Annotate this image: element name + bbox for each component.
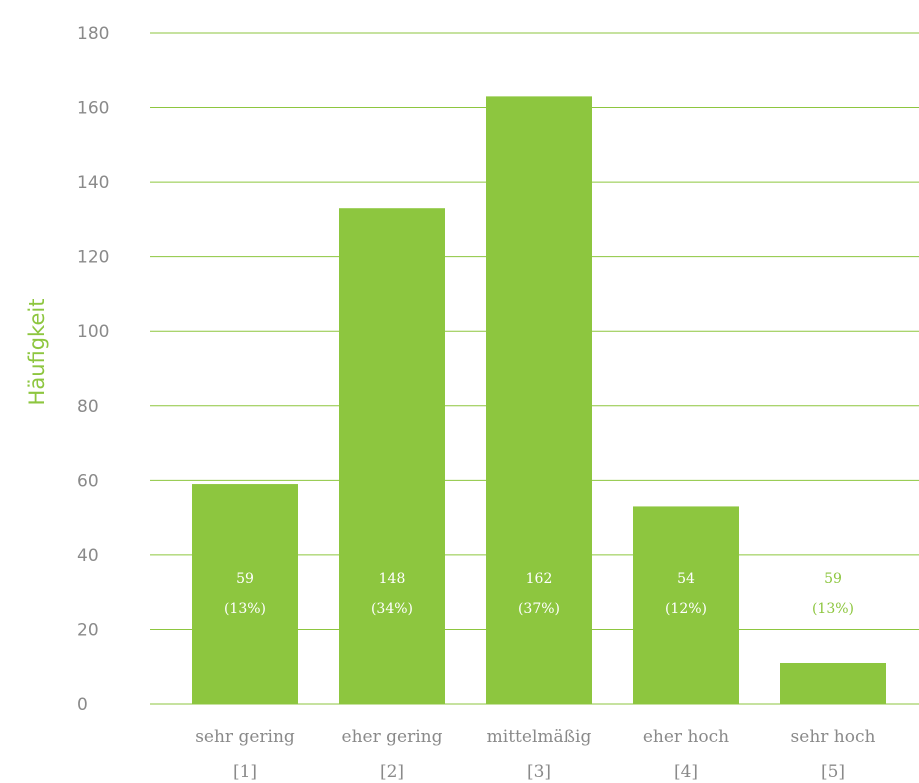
bar <box>339 208 445 704</box>
data-label-count: 54 <box>677 571 695 587</box>
y-tick-label: 180 <box>77 24 109 44</box>
data-label-percent: (37%) <box>518 601 560 617</box>
data-label-count: 59 <box>236 571 254 587</box>
x-axis-categories: sehr gering [1] eher gering [2] mittelmäßig [… <box>195 727 875 782</box>
y-tick-label: 20 <box>77 620 99 640</box>
x-category-code: [2] <box>380 762 404 782</box>
y-tick-label: 60 <box>77 471 99 491</box>
x-category-label: eher gering <box>342 727 443 747</box>
x-category-label: mittelmäßig <box>487 727 592 747</box>
y-tick-label: 100 <box>77 322 109 342</box>
x-category-code: [5] <box>821 762 845 782</box>
bar <box>780 662 886 704</box>
data-label-percent: (13%) <box>812 601 854 617</box>
y-tick-label: 160 <box>77 99 109 119</box>
y-axis-ticks: 0 20 40 60 80 100 120 140 160 180 <box>77 24 109 715</box>
y-tick-label: 140 <box>77 173 109 193</box>
y-tick-label: 120 <box>77 248 109 268</box>
x-category-label: sehr gering <box>195 727 295 747</box>
y-tick-label: 80 <box>77 397 99 417</box>
data-label-percent: (34%) <box>371 601 413 617</box>
y-tick-label: 40 <box>77 546 99 566</box>
bar <box>633 506 739 704</box>
data-label-percent: (12%) <box>665 601 707 617</box>
x-category-code: [1] <box>233 762 257 782</box>
data-labels: 59 (13%) 148 (34%) 162 (37%) 54 (12%) 59 (13%) <box>224 571 854 617</box>
bars <box>192 96 886 705</box>
y-tick-label: 0 <box>77 695 88 715</box>
x-category-label: sehr hoch <box>791 727 876 747</box>
x-category-code: [4] <box>674 762 698 782</box>
bar <box>192 484 298 704</box>
data-label-count: 59 <box>824 571 842 587</box>
x-category-code: [3] <box>527 762 551 782</box>
data-label-count: 162 <box>526 571 553 587</box>
y-axis-title: Häufigkeit <box>25 299 49 406</box>
data-label-count: 148 <box>379 571 406 587</box>
x-category-label: eher hoch <box>643 727 729 747</box>
data-label-percent: (13%) <box>224 601 266 617</box>
bar <box>486 96 592 705</box>
